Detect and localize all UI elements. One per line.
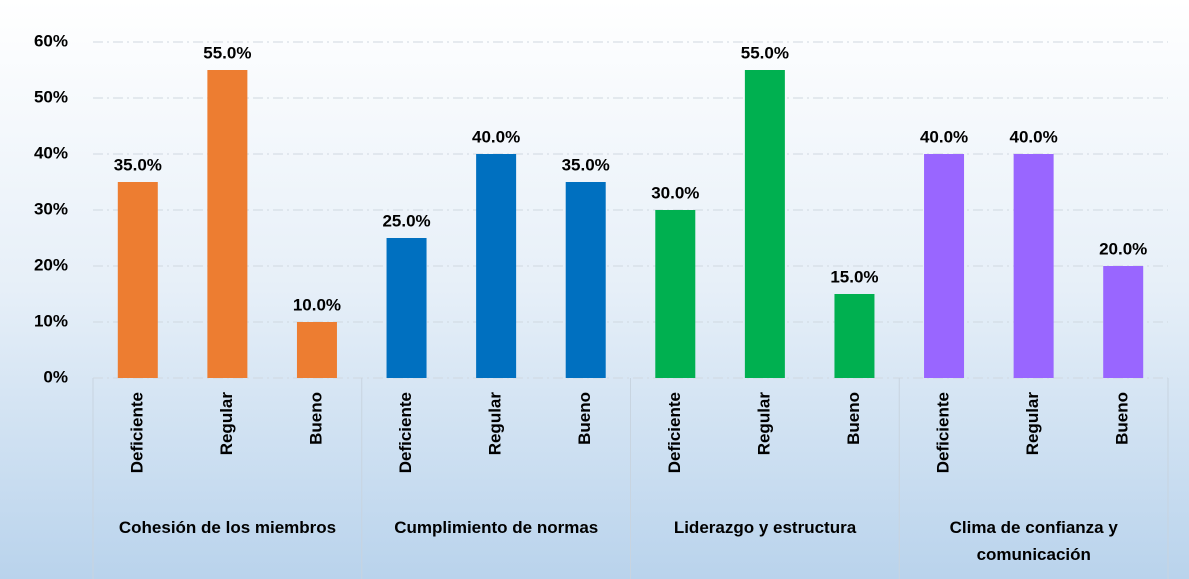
bar bbox=[744, 70, 785, 378]
bar bbox=[117, 182, 158, 378]
x-tick-label: Deficiente bbox=[665, 392, 684, 473]
group-label: Liderazgo y estructura bbox=[673, 518, 857, 537]
data-label: 35.0% bbox=[114, 155, 162, 174]
bar bbox=[834, 294, 875, 378]
x-tick-label: Regular bbox=[754, 392, 773, 456]
data-label: 30.0% bbox=[651, 183, 699, 202]
bar bbox=[207, 70, 248, 378]
bar bbox=[1103, 266, 1144, 378]
data-label: 35.0% bbox=[562, 155, 610, 174]
group-label: Cumplimiento de normas bbox=[394, 518, 599, 537]
data-label: 55.0% bbox=[741, 43, 789, 62]
y-tick-label: 0% bbox=[43, 367, 68, 386]
data-label: 20.0% bbox=[1099, 239, 1147, 258]
data-label: 40.0% bbox=[472, 127, 520, 146]
data-label: 15.0% bbox=[830, 267, 878, 286]
y-tick-label: 10% bbox=[34, 311, 68, 330]
data-label: 40.0% bbox=[920, 127, 968, 146]
y-tick-label: 30% bbox=[34, 199, 68, 218]
data-label: 25.0% bbox=[382, 211, 430, 230]
x-tick-label: Bueno bbox=[844, 392, 863, 445]
y-tick-label: 50% bbox=[34, 87, 68, 106]
x-tick-label: Regular bbox=[217, 392, 236, 456]
x-tick-label: Bueno bbox=[575, 392, 594, 445]
x-tick-label: Deficiente bbox=[934, 392, 953, 473]
group-label: Clima de confianza y comunicación bbox=[949, 518, 1118, 564]
bar bbox=[476, 154, 517, 378]
x-tick-label: Regular bbox=[1023, 392, 1042, 456]
bar bbox=[386, 238, 427, 378]
x-tick-label: Deficiente bbox=[396, 392, 415, 473]
x-tick-label: Deficiente bbox=[127, 392, 146, 473]
bar bbox=[655, 210, 696, 378]
x-tick-label: Bueno bbox=[1113, 392, 1132, 445]
group-label: Cohesión de los miembros bbox=[118, 518, 337, 537]
y-tick-label: 40% bbox=[34, 143, 68, 162]
data-label: 40.0% bbox=[1010, 127, 1058, 146]
y-tick-label: 60% bbox=[34, 31, 68, 50]
x-tick-label: Regular bbox=[486, 392, 505, 456]
bar bbox=[924, 154, 965, 378]
y-tick-label: 20% bbox=[34, 255, 68, 274]
bar bbox=[1013, 154, 1054, 378]
bar bbox=[565, 182, 606, 378]
data-label: 10.0% bbox=[293, 295, 341, 314]
data-label: 55.0% bbox=[203, 43, 251, 62]
bar bbox=[296, 322, 337, 378]
x-tick-label: Bueno bbox=[306, 392, 325, 445]
